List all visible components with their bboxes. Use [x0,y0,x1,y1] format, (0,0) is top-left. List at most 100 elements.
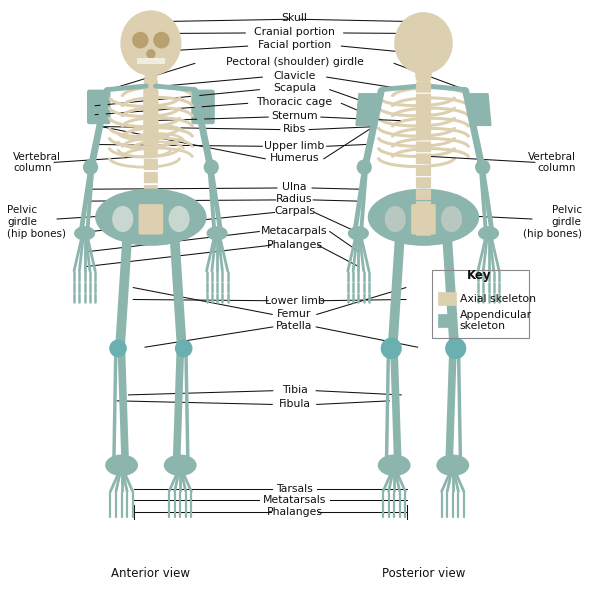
Ellipse shape [376,193,414,238]
Ellipse shape [433,193,471,238]
FancyBboxPatch shape [87,90,110,124]
Ellipse shape [436,455,469,476]
Text: Tarsals: Tarsals [276,484,313,494]
Text: Sternum: Sternum [271,111,318,121]
Bar [137,58,165,64]
FancyBboxPatch shape [144,119,158,131]
Text: Cranial portion: Cranial portion [254,27,335,37]
Text: Pelvic
girdle
(hip bones): Pelvic girdle (hip bones) [523,205,582,238]
Text: Pelvic
girdle
(hip bones): Pelvic girdle (hip bones) [7,205,66,238]
FancyBboxPatch shape [138,204,163,235]
Text: Scapula: Scapula [273,83,316,93]
Ellipse shape [204,159,219,175]
Ellipse shape [385,206,406,232]
FancyBboxPatch shape [417,75,430,82]
Text: Phalanges: Phalanges [266,507,323,517]
Ellipse shape [167,35,179,57]
Text: Axial skeleton: Axial skeleton [460,294,536,304]
Text: Posterior view: Posterior view [382,567,465,580]
FancyBboxPatch shape [416,129,431,140]
FancyBboxPatch shape [416,117,431,128]
Text: Phalanges: Phalanges [266,240,323,250]
Text: Upper limb: Upper limb [264,141,325,151]
FancyBboxPatch shape [416,201,431,212]
Ellipse shape [74,226,95,240]
Text: Femur: Femur [277,309,312,319]
FancyBboxPatch shape [416,106,431,116]
FancyBboxPatch shape [416,94,431,105]
Bar [438,292,456,305]
Ellipse shape [378,455,411,476]
Bar [438,314,456,327]
FancyBboxPatch shape [144,146,158,157]
Text: Vertebral
column: Vertebral column [528,152,576,173]
Ellipse shape [123,35,134,57]
FancyBboxPatch shape [416,70,431,81]
FancyBboxPatch shape [191,90,215,124]
FancyBboxPatch shape [416,177,431,188]
Text: Clavicle: Clavicle [273,71,316,81]
Text: Ribs: Ribs [283,124,306,134]
Ellipse shape [164,455,197,476]
FancyBboxPatch shape [144,82,157,89]
FancyBboxPatch shape [143,90,158,146]
Ellipse shape [394,12,453,74]
Ellipse shape [104,193,141,238]
Ellipse shape [475,159,490,175]
FancyBboxPatch shape [416,225,431,235]
Polygon shape [466,94,491,125]
Ellipse shape [445,338,466,359]
FancyBboxPatch shape [415,58,432,78]
Text: Appendicular
skeleton: Appendicular skeleton [460,310,532,331]
Polygon shape [356,94,380,125]
FancyBboxPatch shape [144,93,158,105]
FancyBboxPatch shape [144,198,158,210]
FancyBboxPatch shape [144,185,158,196]
FancyBboxPatch shape [144,132,158,144]
Ellipse shape [153,32,170,49]
FancyBboxPatch shape [416,82,431,93]
Text: Carpals: Carpals [274,206,315,216]
Text: Metacarpals: Metacarpals [262,226,327,236]
FancyBboxPatch shape [144,107,158,117]
Text: Key: Key [467,269,491,282]
Ellipse shape [160,193,198,238]
Text: Lower limb: Lower limb [264,296,325,305]
Text: Skull: Skull [282,13,307,23]
Ellipse shape [109,340,127,358]
Bar [353,276,367,300]
Ellipse shape [175,340,193,358]
FancyBboxPatch shape [144,75,157,82]
Ellipse shape [357,159,372,175]
FancyBboxPatch shape [416,165,431,176]
Text: Pectoral (shoulder) girdle: Pectoral (shoulder) girdle [226,57,363,67]
FancyBboxPatch shape [411,204,436,235]
FancyBboxPatch shape [144,159,158,170]
Ellipse shape [168,206,190,232]
Ellipse shape [132,32,148,49]
Ellipse shape [120,10,181,76]
Ellipse shape [95,189,207,246]
FancyBboxPatch shape [144,80,158,92]
FancyBboxPatch shape [416,189,431,200]
FancyBboxPatch shape [417,68,430,75]
FancyBboxPatch shape [416,141,431,152]
FancyBboxPatch shape [144,172,158,183]
FancyBboxPatch shape [416,213,431,224]
FancyBboxPatch shape [144,211,158,223]
Text: Metatarsals: Metatarsals [263,495,326,506]
Text: Anterior view: Anterior view [111,567,190,580]
Text: Facial portion: Facial portion [258,40,331,50]
Bar [81,244,95,273]
Ellipse shape [105,455,138,476]
FancyBboxPatch shape [417,82,430,89]
Text: Humerus: Humerus [270,153,319,163]
Ellipse shape [478,226,499,240]
Text: Tibia: Tibia [282,385,307,395]
Ellipse shape [380,338,402,359]
Ellipse shape [368,189,479,246]
FancyBboxPatch shape [130,49,172,66]
FancyBboxPatch shape [144,68,157,75]
Text: Ulna: Ulna [282,183,307,192]
Ellipse shape [207,226,228,240]
